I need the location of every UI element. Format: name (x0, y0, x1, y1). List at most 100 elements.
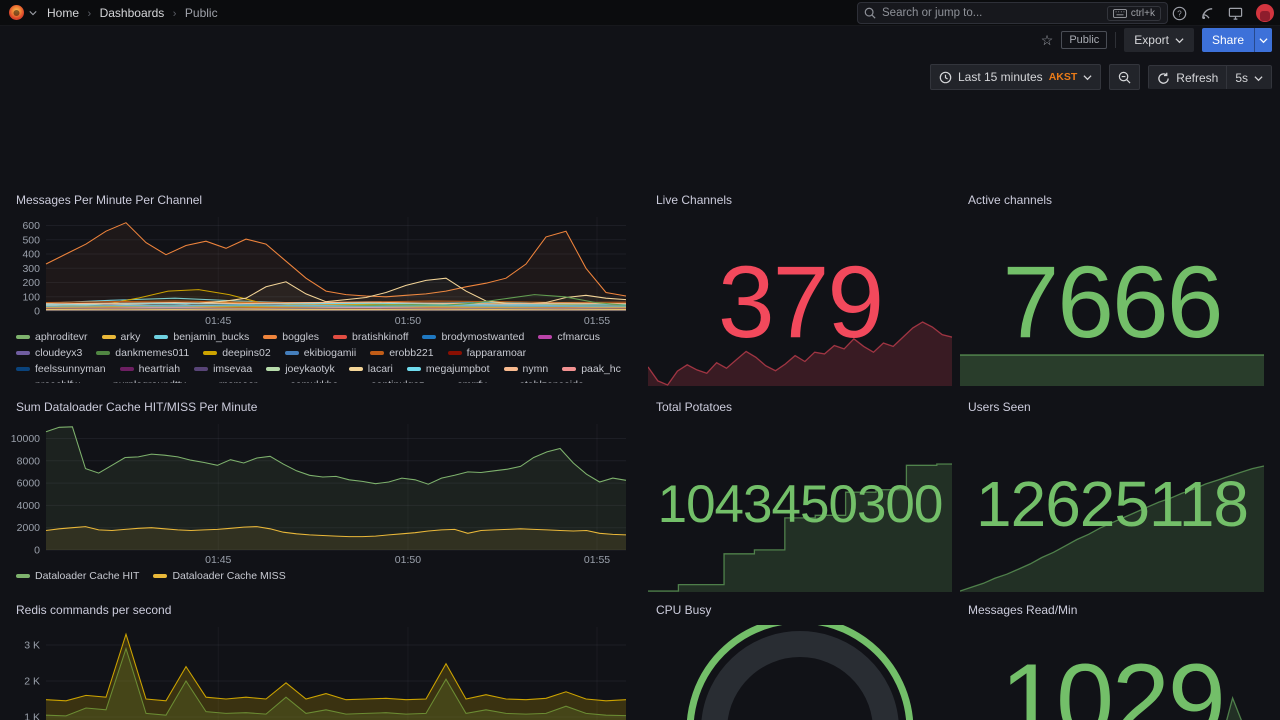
panel-title[interactable]: Messages Per Minute Per Channel (16, 193, 203, 207)
breadcrumb-public[interactable]: Public (184, 5, 218, 20)
timezone-label: AKST (1048, 71, 1078, 83)
legend-item[interactable]: benjamin_bucks (154, 331, 249, 343)
legend-swatch (203, 351, 218, 355)
legend-item[interactable]: bratishkinoff (333, 331, 408, 343)
help-button[interactable]: ? (1172, 6, 1187, 21)
legend-item[interactable]: arky (101, 331, 141, 343)
chevron-down-icon (1254, 75, 1263, 81)
svg-text:500: 500 (22, 234, 40, 246)
legend-swatch (447, 351, 462, 355)
chart-legend: aphroditevr arky benjamin_bucks boggles brat… (8, 329, 632, 383)
legend-item[interactable]: lacari (348, 363, 393, 375)
panel-title[interactable]: Sum Dataloader Cache HIT/MISS Per Minute (16, 400, 258, 414)
legend-item[interactable]: purplegroundttv (94, 379, 186, 383)
users-seen-value: 12625118 (976, 468, 1249, 540)
panel-title[interactable]: Messages Read/Min (968, 603, 1078, 617)
legend-item[interactable]: Dataloader Cache MISS (153, 570, 286, 582)
legend-label: feelssunnyman (35, 363, 106, 375)
refresh-button[interactable]: Refresh (1148, 65, 1228, 89)
legend-item[interactable]: samukkha (271, 379, 338, 383)
svg-text:01:45: 01:45 (205, 554, 231, 566)
legend-item[interactable]: erobb221 (370, 347, 434, 359)
legend-item[interactable]: deepins02 (203, 347, 271, 359)
kiosk-mode-button[interactable] (1228, 6, 1243, 21)
legend-swatch (101, 335, 116, 339)
user-avatar[interactable] (1256, 4, 1274, 22)
legend-item[interactable]: feelssunnyman (16, 363, 106, 375)
messages-read-value: 1029 (1000, 643, 1225, 720)
legend-label: purplegroundttv (113, 379, 186, 383)
share-button[interactable]: Share (1201, 28, 1254, 52)
refresh-interval-picker[interactable]: 5s (1227, 65, 1272, 89)
breadcrumb-dashboards[interactable]: Dashboards (99, 5, 165, 20)
svg-text:3 K: 3 K (24, 640, 40, 652)
legend-item[interactable]: cfmarcus (538, 331, 600, 343)
rss-icon (1202, 7, 1213, 19)
panel-title[interactable]: Users Seen (968, 400, 1031, 414)
svg-text:10000: 10000 (11, 433, 40, 445)
grafana-logo-button[interactable] (8, 4, 37, 21)
legend-item[interactable]: fapparamoar (447, 347, 526, 359)
legend-label: arky (120, 331, 141, 343)
panel-title[interactable]: Live Channels (656, 193, 733, 207)
legend-item[interactable]: ekibiogamii (284, 347, 357, 359)
panel-title[interactable]: Active channels (968, 193, 1053, 207)
legend-label: dankmemes011 (115, 347, 190, 359)
messages-per-minute-chart[interactable]: 0 100 200 300 400 500 600 01:45 01:50 01:55 (8, 211, 632, 329)
chevron-down-icon (1175, 37, 1184, 43)
legend-item[interactable]: rnsmeer (200, 379, 258, 383)
svg-text:01:50: 01:50 (395, 315, 421, 327)
legend-item[interactable]: joeykaotyk (266, 363, 335, 375)
refresh-icon (1158, 72, 1170, 84)
legend-swatch (96, 351, 111, 355)
legend-item[interactable]: aphroditevr (16, 331, 88, 343)
shortcut-text: ctrl+k (1130, 7, 1155, 19)
legend-item[interactable]: imsevaa (194, 363, 252, 375)
legend-label: santipulgaz (371, 379, 424, 383)
legend-item[interactable]: heartriah (119, 363, 181, 375)
legend-label: aphroditevr (35, 331, 88, 343)
breadcrumb: Home › Dashboards › Public (43, 4, 222, 22)
legend-item[interactable]: santipulgaz (352, 379, 424, 383)
legend-item[interactable]: paak_hc (562, 363, 621, 375)
breadcrumb-separator: › (87, 7, 92, 20)
search-input[interactable]: Search or jump to... ctrl+k (857, 2, 1168, 24)
share-menu-button[interactable] (1254, 28, 1272, 52)
clock-icon (939, 71, 952, 83)
panel-cpu-busy: CPU Busy 12.2% (648, 599, 952, 720)
chevron-down-icon (29, 10, 37, 15)
legend-item[interactable]: cloudeyx3 (16, 347, 82, 359)
legend-item[interactable]: Dataloader Cache HIT (16, 570, 139, 582)
legend-item[interactable]: megajumpbot (406, 363, 490, 375)
legend-item[interactable]: brodymostwanted (422, 331, 524, 343)
breadcrumb-home[interactable]: Home (47, 5, 80, 20)
legend-item[interactable]: nymn (503, 363, 548, 375)
time-range-picker[interactable]: Last 15 minutes AKST (929, 64, 1102, 90)
legend-swatch (119, 367, 134, 371)
legend-label: heartriah (138, 363, 181, 375)
news-button[interactable] (1200, 6, 1215, 21)
legend-swatch (503, 367, 518, 371)
legend-item[interactable]: smrrfy (438, 379, 486, 383)
panel-title[interactable]: CPU Busy (656, 603, 712, 617)
legend-item[interactable]: dankmemes011 (96, 347, 189, 359)
legend-label: preachlfw (35, 379, 80, 383)
keyboard-icon (1112, 8, 1127, 18)
legend-label: ekibiogamii (303, 347, 357, 359)
refresh-interval-label: 5s (1235, 71, 1248, 85)
active-channels-sparkline (960, 354, 1264, 386)
legend-item[interactable]: preachlfw (16, 379, 80, 383)
panel-title[interactable]: Total Potatoes (656, 400, 733, 414)
search-placeholder: Search or jump to... (882, 7, 983, 19)
export-button[interactable]: Export (1124, 28, 1194, 52)
star-dashboard-button[interactable]: ☆ (1040, 32, 1054, 48)
legend-swatch (370, 351, 385, 355)
svg-text:100: 100 (22, 291, 40, 303)
legend-item[interactable]: boggles (263, 331, 319, 343)
legend-item[interactable]: stahlzenseide (501, 379, 584, 383)
panel-title[interactable]: Redis commands per second (16, 603, 172, 617)
users-seen-sparkline (960, 465, 1264, 592)
zoom-out-button[interactable] (1109, 64, 1141, 90)
dataloader-cache-chart[interactable]: 0 2000 4000 6000 8000 10000 01:45 01:50 01:55 (8, 418, 632, 568)
